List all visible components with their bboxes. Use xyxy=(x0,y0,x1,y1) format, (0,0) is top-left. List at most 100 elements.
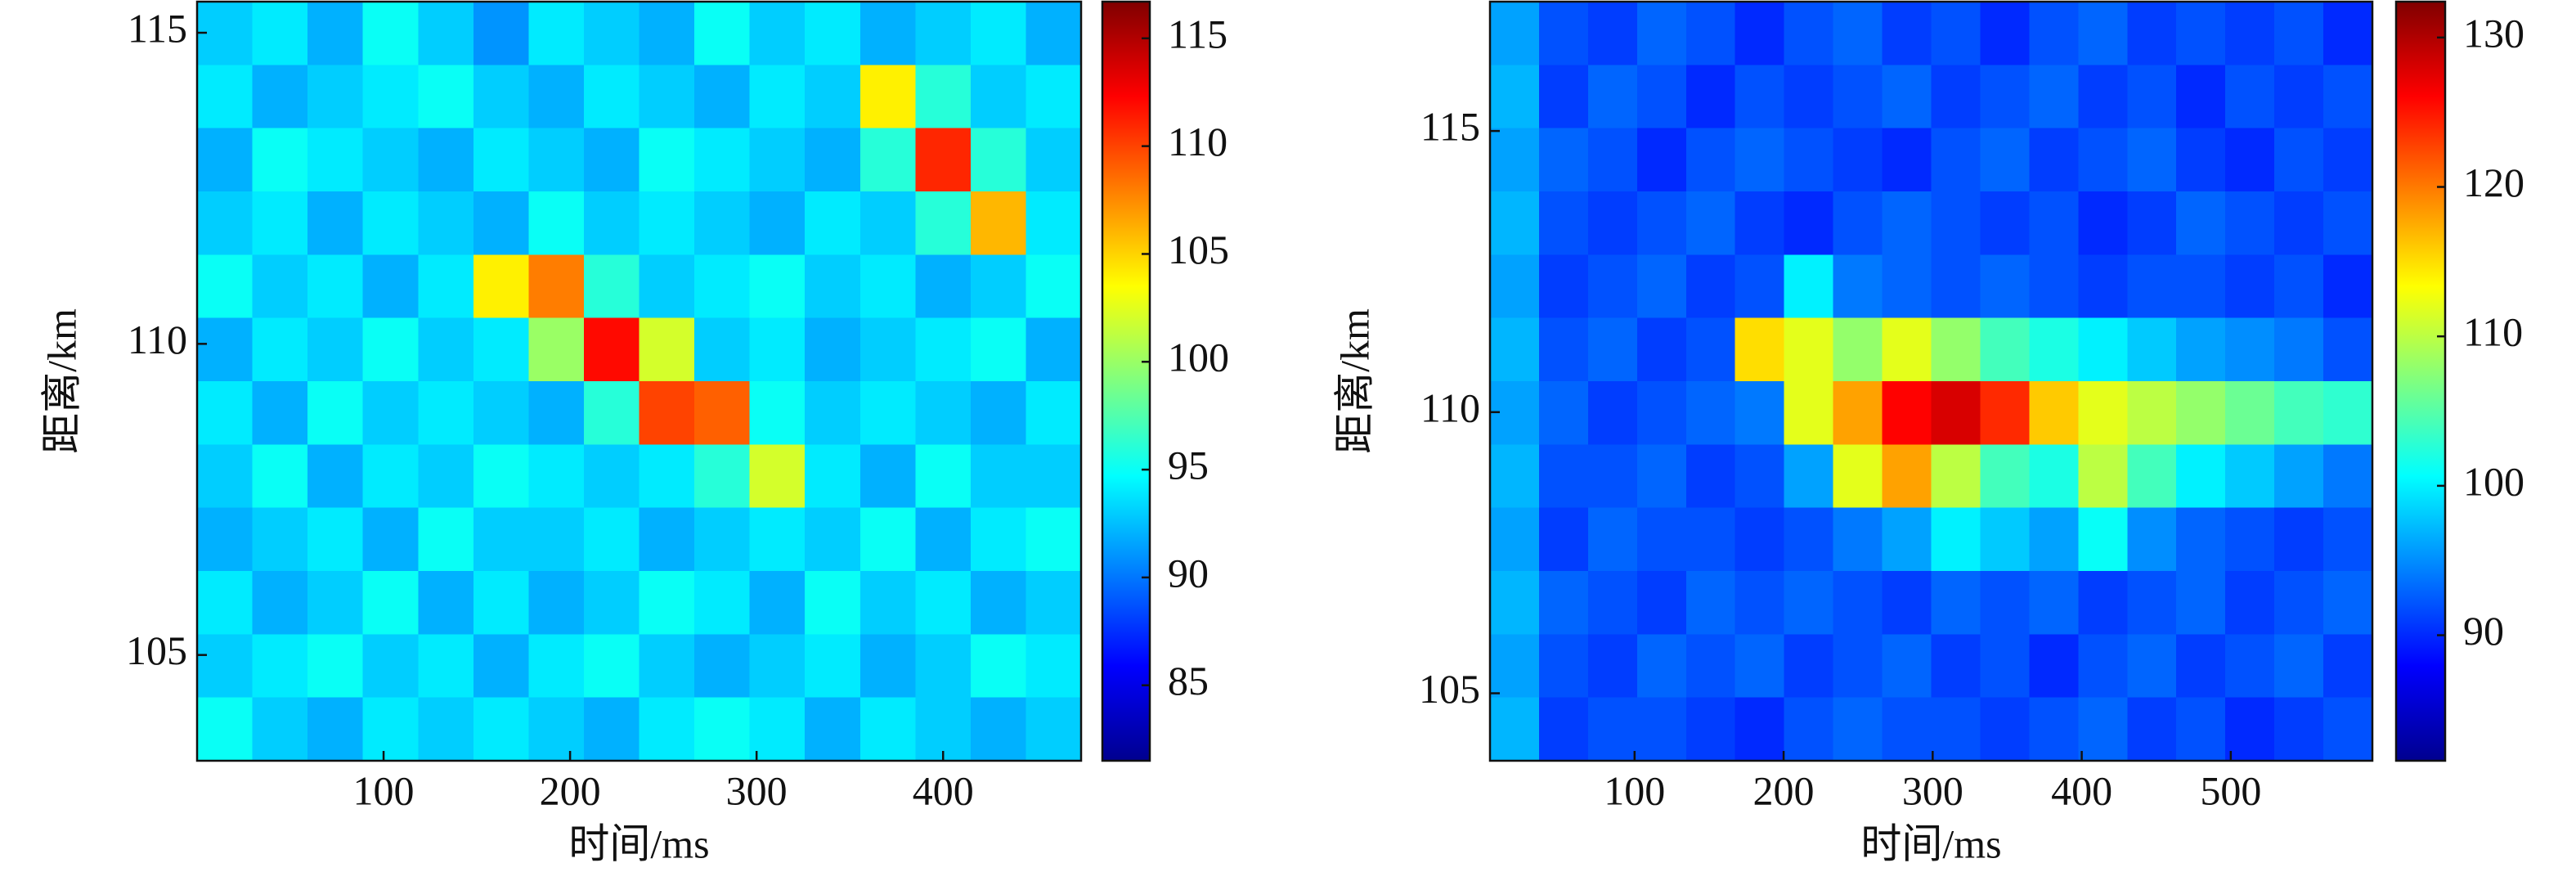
heatmap-cell xyxy=(252,381,308,445)
heatmap-cell xyxy=(1784,65,1834,129)
heatmap-cell xyxy=(197,381,254,445)
heatmap-cell xyxy=(528,571,585,635)
heatmap-cell xyxy=(1833,128,1883,192)
heatmap-cell xyxy=(2078,507,2128,572)
heatmap-cell xyxy=(1490,65,1540,129)
heatmap-cell xyxy=(2225,2,2275,65)
heatmap-cell xyxy=(1833,444,1883,509)
heatmap-cell xyxy=(749,381,806,445)
heatmap-cell xyxy=(639,65,695,129)
heatmap-cell xyxy=(2274,444,2324,509)
heatmap-cell xyxy=(418,507,474,572)
heatmap-cell xyxy=(970,65,1027,129)
heatmap-cell xyxy=(915,191,972,255)
heatmap-cell xyxy=(1587,65,1638,129)
heatmap-cell xyxy=(362,507,419,572)
heatmap-cell xyxy=(252,191,308,255)
heatmap-cell xyxy=(2274,381,2324,445)
heatmap-cell xyxy=(2127,381,2177,445)
heatmap-cell xyxy=(1538,444,1589,509)
heatmap-cell xyxy=(2176,254,2226,319)
heatmap-cell xyxy=(2274,507,2324,572)
heatmap-cell xyxy=(473,381,529,445)
heatmap-cell xyxy=(1685,65,1736,129)
heatmap-cell xyxy=(1685,2,1736,65)
heatmap-cell xyxy=(1025,507,1082,572)
heatmap-cell xyxy=(1685,571,1736,635)
heatmap-cell xyxy=(418,317,474,382)
heatmap-cell xyxy=(2078,697,2128,762)
heatmap-cell xyxy=(859,634,916,699)
heatmap-cell xyxy=(2029,191,2079,255)
y-tick-label: 110 xyxy=(128,317,187,362)
heatmap-cell xyxy=(1587,317,1638,382)
heatmap-cell xyxy=(805,507,861,572)
heatmap-cell xyxy=(2323,381,2373,445)
heatmap-cell xyxy=(1784,128,1834,192)
heatmap-cell xyxy=(1980,128,2030,192)
heatmap-cell xyxy=(197,444,254,509)
heatmap-cell xyxy=(1538,65,1589,129)
heatmap-cell xyxy=(2127,444,2177,509)
heatmap-cell xyxy=(583,317,640,382)
heatmap-cell xyxy=(749,65,806,129)
heatmap-cell xyxy=(197,571,254,635)
heatmap-cell xyxy=(1980,381,2030,445)
heatmap-cell xyxy=(2127,254,2177,319)
x-tick-label: 200 xyxy=(1753,767,1815,813)
heatmap-cell xyxy=(1931,444,1981,509)
heatmap-cell xyxy=(1833,697,1883,762)
heatmap-cell xyxy=(1735,697,1785,762)
heatmap-cell xyxy=(639,571,695,635)
heatmap-cell xyxy=(252,65,308,129)
heatmap-cell xyxy=(1025,2,1082,65)
heatmap-cell xyxy=(2225,317,2275,382)
heatmap-cell xyxy=(2274,2,2324,65)
heatmap-cell xyxy=(1636,128,1687,192)
heatmap-cell xyxy=(2323,2,2373,65)
heatmap-cell xyxy=(362,571,419,635)
heatmap-cell xyxy=(2323,254,2373,319)
heatmap-cell xyxy=(2176,697,2226,762)
heatmap-cell xyxy=(2078,65,2128,129)
heatmap-cell xyxy=(2225,65,2275,129)
heatmap-cell xyxy=(2176,507,2226,572)
heatmap-cell xyxy=(859,507,916,572)
heatmap-cell xyxy=(418,444,474,509)
heatmap-cell xyxy=(2078,317,2128,382)
heatmap-cell xyxy=(1490,128,1540,192)
heatmap-cell xyxy=(528,65,585,129)
heatmap-cell xyxy=(1538,2,1589,65)
heatmap-cell xyxy=(307,317,364,382)
heatmap-cell xyxy=(528,697,585,762)
plot-frame xyxy=(1488,0,2374,762)
heatmap-cell xyxy=(1636,697,1687,762)
heatmap-cell xyxy=(528,317,585,382)
heatmap-cell xyxy=(2029,2,2079,65)
heatmap-cell xyxy=(2274,254,2324,319)
heatmap-cell xyxy=(805,381,861,445)
heatmap-cell xyxy=(1784,571,1834,635)
heatmap-cell xyxy=(1587,697,1638,762)
heatmap-cell xyxy=(1636,254,1687,319)
heatmap-cell xyxy=(1735,254,1785,319)
heatmap-cell xyxy=(1833,317,1883,382)
heatmap-cell xyxy=(694,571,751,635)
heatmap-cell xyxy=(1025,191,1082,255)
heatmap xyxy=(1490,2,2373,762)
heatmap-cell xyxy=(2323,317,2373,382)
heatmap-cell xyxy=(252,571,308,635)
y-tick-label: 115 xyxy=(1420,104,1480,150)
heatmap-cell xyxy=(473,571,529,635)
heatmap-cell xyxy=(252,317,308,382)
heatmap-cell xyxy=(307,697,364,762)
heatmap-cell xyxy=(307,191,364,255)
heatmap-cell xyxy=(197,65,254,129)
heatmap-cell xyxy=(1882,571,1932,635)
heatmap-cell xyxy=(1587,2,1638,65)
heatmap-cell xyxy=(583,381,640,445)
heatmap-cell xyxy=(473,507,529,572)
heatmap-cell xyxy=(2029,697,2079,762)
y-tick-label: 110 xyxy=(1420,384,1480,430)
heatmap-cell xyxy=(1784,444,1834,509)
